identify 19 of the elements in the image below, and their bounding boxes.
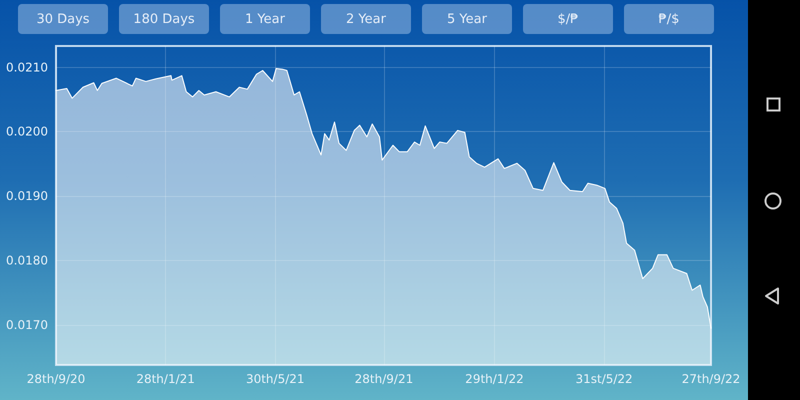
y-tick-label: 0.0200 <box>6 124 48 139</box>
range-button: 5 Year <box>422 4 512 34</box>
y-tick-label: 0.0180 <box>6 254 48 268</box>
x-tick-label: 31st/5/22 <box>575 372 633 386</box>
y-tick-label: 0.0190 <box>6 189 48 204</box>
range-button: $/₱ <box>523 4 613 34</box>
range-button: ₱/$ <box>624 4 714 34</box>
range-button: 180 Days <box>119 4 209 34</box>
range-button: 1 Year <box>220 4 310 34</box>
y-tick-label: 0.0210 <box>6 60 48 74</box>
y-tick-label: 0.0170 <box>6 318 48 332</box>
range-button: 2 Year <box>321 4 411 34</box>
x-tick-label: 27th/9/22 <box>682 372 740 386</box>
x-tick-label: 28th/9/20 <box>26 372 86 386</box>
x-tick-label: 30th/5/21 <box>246 372 305 386</box>
x-tick-label: 29th/1/22 <box>465 372 524 386</box>
x-tick-label: 28th/9/21 <box>354 372 414 386</box>
range-button: 30 Days <box>18 4 108 34</box>
x-tick-label: 28th/1/21 <box>136 372 195 386</box>
